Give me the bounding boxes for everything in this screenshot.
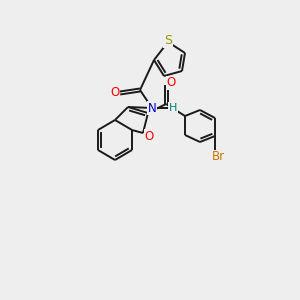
Text: O: O [144,130,154,142]
Text: S: S [164,34,172,47]
Text: N: N [148,101,156,115]
Text: O: O [167,76,176,89]
Text: Br: Br [212,151,225,164]
Text: H: H [169,103,177,113]
Text: O: O [110,86,120,100]
